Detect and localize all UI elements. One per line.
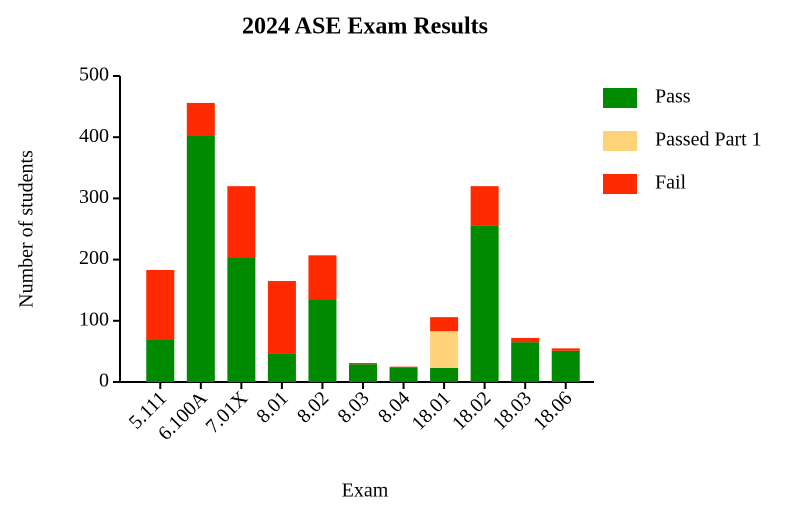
bar-segment (470, 225, 499, 382)
bar-segment (551, 348, 580, 351)
legend-label: Fail (655, 172, 687, 194)
bar-segment (227, 186, 256, 258)
bar-segment (430, 331, 459, 368)
y-tick-label: 100 (79, 308, 109, 330)
bar-segment (186, 135, 215, 382)
y-tick-label: 300 (79, 186, 109, 208)
bar-segment (511, 337, 540, 343)
bar-segment (349, 364, 377, 382)
x-tick-label: 8.04 (374, 387, 414, 427)
x-tick-label: 18.01 (407, 387, 454, 434)
x-tick-label: 8.03 (333, 387, 373, 427)
y-axis-label: Number of students (16, 150, 38, 308)
y-tick-label: 0 (99, 370, 109, 392)
bar-segment (308, 255, 337, 300)
bar-segment (267, 281, 296, 354)
x-tick-label: 18.06 (529, 387, 576, 434)
bar-segment (227, 257, 256, 382)
legend-swatch (603, 174, 637, 194)
bar-segment (146, 270, 175, 340)
x-tick-label: 8.02 (293, 387, 333, 427)
y-tick-label: 200 (79, 247, 109, 269)
x-tick-label: 7.01X (202, 387, 253, 438)
bar-segment (186, 102, 215, 136)
x-tick-label: 18.03 (489, 387, 536, 434)
bar-segment (267, 353, 296, 382)
legend-swatch (603, 131, 637, 151)
x-tick-label: 8.01 (252, 387, 292, 427)
bar-segment (146, 339, 175, 382)
y-tick-label: 400 (79, 125, 109, 147)
bar-segment (430, 367, 459, 382)
legend-swatch (603, 88, 637, 108)
bar-segment (551, 350, 580, 382)
legend-label: Pass (655, 86, 691, 108)
bar-segment (470, 186, 499, 226)
bar-segment (430, 317, 459, 332)
chart-title: 2024 ASE Exam Results (242, 14, 488, 40)
bar-segment (389, 367, 418, 382)
bar-segment (308, 299, 337, 382)
x-tick-label: 18.02 (448, 387, 495, 434)
bar-segment (389, 366, 418, 368)
legend-label: Passed Part 1 (655, 129, 762, 151)
y-tick-label: 500 (79, 64, 109, 86)
bar-segment (349, 363, 377, 365)
x-axis-label: Exam (342, 480, 389, 502)
bar-segment (511, 342, 540, 382)
